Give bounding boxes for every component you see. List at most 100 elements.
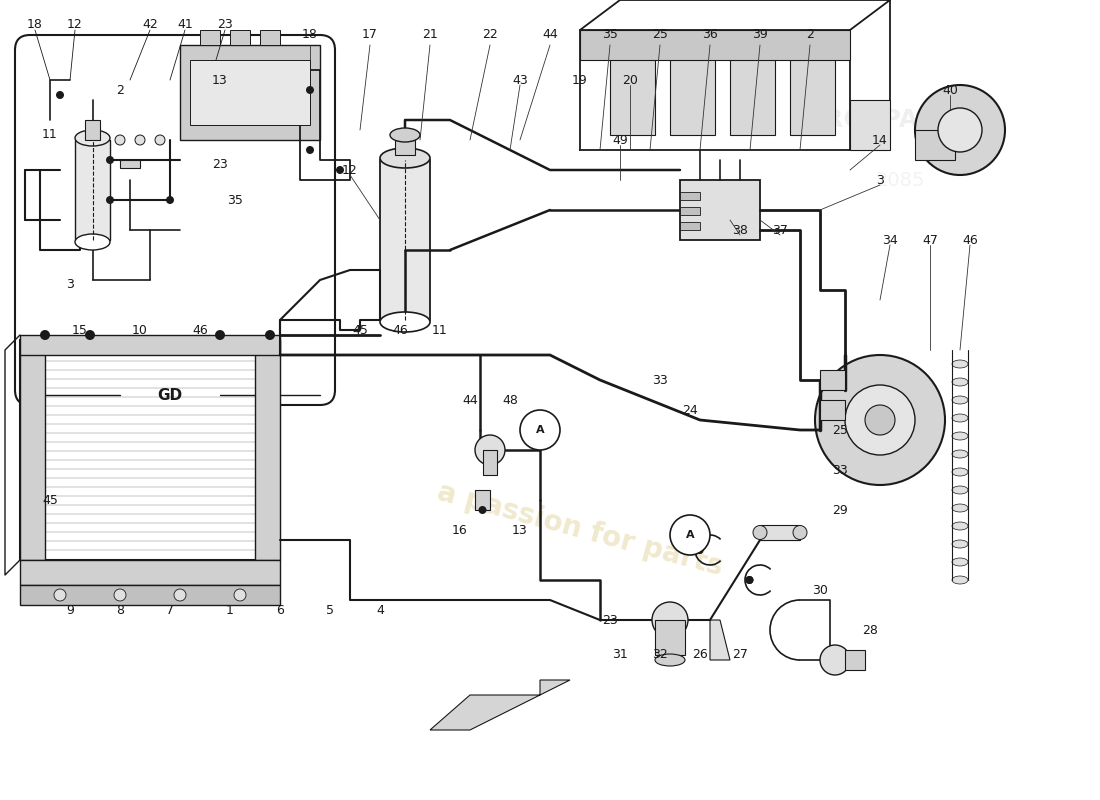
Bar: [20, 560, 281, 585]
Bar: [120, 160, 140, 168]
Polygon shape: [430, 680, 570, 730]
Circle shape: [336, 166, 344, 174]
Bar: [680, 222, 700, 230]
Text: 18: 18: [28, 18, 43, 31]
Bar: [260, 30, 280, 45]
Text: 37: 37: [772, 223, 788, 237]
Ellipse shape: [75, 130, 110, 146]
Text: 44: 44: [462, 394, 477, 406]
Text: 14: 14: [872, 134, 888, 146]
Circle shape: [135, 135, 145, 145]
Circle shape: [40, 330, 49, 340]
Circle shape: [746, 576, 754, 584]
Text: 13: 13: [513, 523, 528, 537]
Text: 2: 2: [806, 29, 814, 42]
Text: 16: 16: [452, 523, 468, 537]
Bar: [20, 585, 281, 605]
Text: 44: 44: [542, 29, 558, 42]
Bar: [200, 30, 220, 45]
Text: 11: 11: [432, 323, 448, 337]
Text: 46: 46: [192, 323, 208, 337]
Circle shape: [695, 546, 704, 554]
Circle shape: [234, 589, 246, 601]
Text: 47: 47: [922, 234, 938, 246]
Circle shape: [54, 589, 66, 601]
Ellipse shape: [379, 148, 430, 168]
Text: 39: 39: [752, 29, 768, 42]
Circle shape: [114, 589, 126, 601]
Bar: [85, 120, 100, 140]
Text: 2: 2: [117, 83, 124, 97]
Ellipse shape: [952, 378, 968, 386]
Ellipse shape: [654, 654, 685, 666]
Bar: [850, 100, 890, 150]
Bar: [580, 30, 850, 60]
Polygon shape: [710, 620, 730, 660]
Circle shape: [214, 330, 225, 340]
Bar: [230, 30, 250, 45]
Ellipse shape: [952, 540, 968, 548]
Circle shape: [106, 156, 114, 164]
Text: 2085: 2085: [876, 170, 925, 190]
Circle shape: [85, 330, 95, 340]
Text: 15: 15: [73, 323, 88, 337]
Text: 24: 24: [682, 403, 697, 417]
Text: 1: 1: [227, 603, 234, 617]
Text: 43: 43: [513, 74, 528, 86]
Circle shape: [174, 589, 186, 601]
Bar: [75, 140, 110, 240]
Text: 22: 22: [482, 29, 498, 42]
Text: 17: 17: [362, 29, 378, 42]
Text: 35: 35: [602, 29, 618, 42]
Text: EUROSPARES: EUROSPARES: [788, 108, 972, 132]
Bar: [680, 207, 700, 215]
Bar: [820, 400, 845, 420]
Circle shape: [166, 196, 174, 204]
Circle shape: [116, 135, 125, 145]
Text: 12: 12: [67, 18, 82, 31]
Text: 42: 42: [142, 18, 158, 31]
Text: 23: 23: [217, 18, 233, 31]
Ellipse shape: [75, 234, 110, 250]
Ellipse shape: [793, 526, 807, 539]
Ellipse shape: [952, 522, 968, 530]
Text: 32: 32: [652, 649, 668, 662]
Text: 23: 23: [602, 614, 618, 626]
Circle shape: [915, 85, 1005, 175]
Text: 31: 31: [612, 649, 628, 662]
Text: 10: 10: [132, 323, 147, 337]
Bar: [820, 370, 845, 390]
Circle shape: [56, 91, 64, 99]
Circle shape: [106, 196, 114, 204]
Text: 28: 28: [862, 623, 878, 637]
Text: 4: 4: [376, 603, 384, 617]
Bar: [730, 50, 776, 135]
Text: 18: 18: [302, 29, 318, 42]
Text: 7: 7: [166, 603, 174, 617]
Text: 23: 23: [212, 158, 228, 171]
Text: 12: 12: [342, 163, 358, 177]
Circle shape: [845, 385, 915, 455]
Bar: [670, 50, 715, 135]
Text: 29: 29: [832, 503, 848, 517]
Text: 30: 30: [812, 583, 828, 597]
Text: 3: 3: [876, 174, 884, 186]
Circle shape: [306, 86, 313, 94]
Bar: [395, 140, 415, 155]
Text: 38: 38: [733, 223, 748, 237]
Circle shape: [820, 645, 850, 675]
Text: 11: 11: [42, 129, 58, 142]
Text: A: A: [536, 425, 544, 435]
Text: 35: 35: [227, 194, 243, 206]
Text: 34: 34: [882, 234, 898, 246]
Circle shape: [520, 410, 560, 450]
Text: 49: 49: [612, 134, 628, 146]
Text: 25: 25: [652, 29, 668, 42]
Bar: [790, 50, 835, 135]
Text: 3: 3: [66, 278, 74, 291]
Bar: [20, 335, 281, 355]
Ellipse shape: [952, 576, 968, 584]
Text: 13: 13: [212, 74, 228, 86]
Bar: [760, 525, 800, 540]
Circle shape: [815, 355, 945, 485]
